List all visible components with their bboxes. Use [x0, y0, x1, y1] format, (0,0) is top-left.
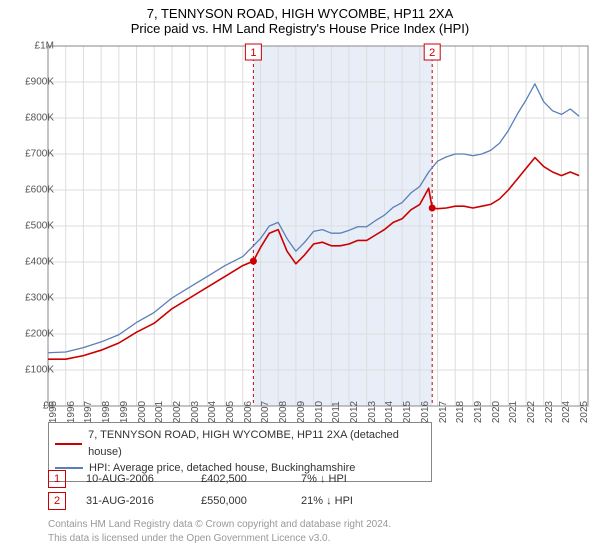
- transaction-diff: 21% ↓ HPI: [301, 495, 401, 507]
- x-tick-label: 2013: [367, 401, 378, 423]
- x-tick-label: 2010: [314, 401, 325, 423]
- x-tick-label: 2011: [331, 401, 342, 423]
- x-tick-label: 2014: [384, 401, 395, 423]
- y-tick-label: £700K: [8, 149, 54, 160]
- price-chart: 12: [0, 0, 600, 420]
- x-tick-label: 2006: [243, 401, 254, 423]
- y-tick-label: £500K: [8, 221, 54, 232]
- y-tick-label: £800K: [8, 113, 54, 124]
- x-tick-label: 2004: [207, 401, 218, 423]
- y-tick-label: £400K: [8, 257, 54, 268]
- transactions-table: 1 10-AUG-2006 £402,500 7% ↓ HPI 2 31-AUG…: [48, 468, 401, 512]
- x-tick-label: 2007: [260, 401, 271, 423]
- marker-badge: 2: [48, 492, 66, 510]
- x-tick-label: 1999: [119, 401, 130, 423]
- x-tick-label: 2024: [561, 401, 572, 423]
- svg-text:1: 1: [250, 47, 256, 59]
- marker-badge: 1: [48, 470, 66, 488]
- x-tick-label: 2002: [172, 401, 183, 423]
- transaction-price: £550,000: [201, 495, 301, 507]
- footer-line: Contains HM Land Registry data © Crown c…: [48, 518, 391, 532]
- x-tick-label: 2012: [349, 401, 360, 423]
- x-tick-label: 2019: [473, 401, 484, 423]
- x-tick-label: 2020: [491, 401, 502, 423]
- y-tick-label: £900K: [8, 77, 54, 88]
- x-tick-label: 2025: [579, 401, 590, 423]
- transaction-date: 10-AUG-2006: [86, 473, 201, 485]
- x-tick-label: 2021: [508, 401, 519, 423]
- x-tick-label: 2008: [278, 401, 289, 423]
- x-tick-label: 2015: [402, 401, 413, 423]
- transaction-date: 31-AUG-2016: [86, 495, 201, 507]
- footer-attribution: Contains HM Land Registry data © Crown c…: [48, 518, 391, 545]
- x-tick-label: 2005: [225, 401, 236, 423]
- y-tick-label: £300K: [8, 293, 54, 304]
- legend-item-property: 7, TENNYSON ROAD, HIGH WYCOMBE, HP11 2XA…: [55, 427, 425, 460]
- x-tick-label: 2000: [137, 401, 148, 423]
- legend-label: 7, TENNYSON ROAD, HIGH WYCOMBE, HP11 2XA…: [88, 427, 425, 460]
- x-tick-label: 2018: [455, 401, 466, 423]
- table-row: 1 10-AUG-2006 £402,500 7% ↓ HPI: [48, 468, 401, 490]
- y-tick-label: £1M: [8, 41, 54, 52]
- table-row: 2 31-AUG-2016 £550,000 21% ↓ HPI: [48, 490, 401, 512]
- transaction-diff: 7% ↓ HPI: [301, 473, 401, 485]
- transaction-price: £402,500: [201, 473, 301, 485]
- x-tick-label: 1995: [48, 401, 59, 423]
- y-tick-label: £100K: [8, 365, 54, 376]
- x-tick-label: 1996: [66, 401, 77, 423]
- svg-text:2: 2: [429, 47, 435, 59]
- x-tick-label: 2001: [154, 401, 165, 423]
- legend-swatch: [55, 443, 82, 445]
- footer-line: This data is licensed under the Open Gov…: [48, 532, 391, 546]
- x-tick-label: 1997: [83, 401, 94, 423]
- y-tick-label: £600K: [8, 185, 54, 196]
- x-tick-label: 2016: [420, 401, 431, 423]
- x-tick-label: 2022: [526, 401, 537, 423]
- x-tick-label: 2017: [438, 401, 449, 423]
- x-tick-label: 2003: [190, 401, 201, 423]
- y-tick-label: £200K: [8, 329, 54, 340]
- x-tick-label: 1998: [101, 401, 112, 423]
- x-tick-label: 2009: [296, 401, 307, 423]
- x-tick-label: 2023: [544, 401, 555, 423]
